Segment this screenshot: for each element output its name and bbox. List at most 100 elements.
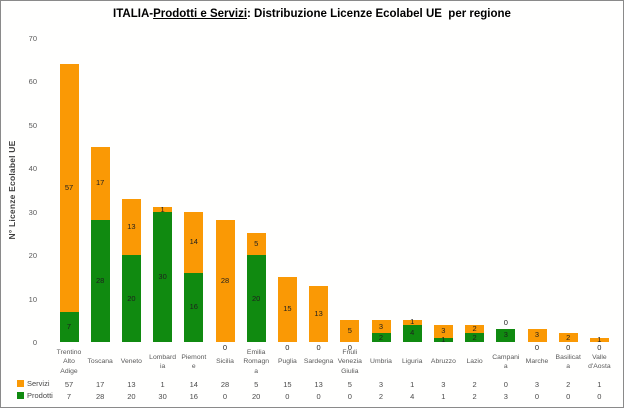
table-cell-prodotti: 3 [503,392,508,401]
bar-segment-servizi [153,207,173,212]
x-tick-label: Sicilia [216,358,234,366]
bar-segment-prodotti [153,211,173,342]
table-cell-prodotti: 4 [410,392,415,401]
legend-label-prodotti: Prodotti [27,391,53,400]
bar-segment-servizi [433,324,453,338]
x-tick-label: Toscana [87,358,113,366]
bar-value-label-servizi: 3 [534,330,540,340]
bar-value-label-prodotti: 0 [316,343,321,352]
table-cell-servizi: 5 [254,380,259,389]
bar-value-label-servizi: 2 [566,332,571,342]
chart-title-suffix: : Distribuzione Licenze Ecolabel UE per … [247,8,511,20]
bar-segment-servizi [90,146,110,221]
bar-segment-servizi [184,211,204,273]
y-tick-label: 70 [28,34,37,43]
bar-segment-prodotti [121,255,141,342]
y-tick-label: 40 [28,164,37,174]
prodotti-swatch-icon [17,392,24,399]
x-tick-label: Veneto [120,358,142,366]
table-cell-servizi: 1 [160,380,165,389]
bar-value-label-prodotti: 0 [597,343,602,352]
x-tick-label: Basilicat a [555,353,581,370]
bar-value-label-servizi: 13 [314,308,323,318]
table-cell-prodotti: 20 [127,392,136,401]
bar-value-label-servizi: 5 [347,326,352,336]
bar-value-label-prodotti: 0 [566,343,571,352]
bar-segment-servizi [402,320,422,325]
x-tick-label: Puglia [277,358,297,366]
bar-segment-servizi [277,276,297,342]
servizi-swatch-icon [17,380,24,387]
x-tick-label: Lombard ia [149,353,176,370]
bar-value-label-prodotti: 28 [96,276,105,286]
table-cell-prodotti: 0 [222,392,228,401]
bar-value-label-servizi: 3 [378,321,384,331]
bar-value-label-prodotti: 20 [127,293,136,303]
bar-value-label-servizi: 1 [597,334,602,344]
table-cell-servizi: 13 [127,380,136,389]
table-cell-prodotti: 2 [378,392,384,401]
table-cell-servizi: 2 [566,380,571,389]
y-tick-label: 20 [28,251,37,261]
bar-value-label-servizi: 14 [189,237,198,247]
x-tick-label: Valle d'Aosta [588,353,611,370]
bar-segment-servizi [340,320,360,342]
bar-value-label-servizi: 57 [64,182,74,192]
x-tick-label: Lazio [466,358,483,366]
bar-segment-servizi [246,233,266,256]
bar-segment-servizi [558,333,578,342]
chart-title: ITALIA-Prodotti e Servizi: Distribuzione… [1,8,623,20]
bar-segment-servizi [215,220,235,342]
bar-value-label-servizi: 5 [254,239,259,249]
table-cell-prodotti: 1 [441,392,446,401]
bar-value-label-servizi: 28 [220,276,230,286]
bar-value-label-prodotti: 2 [472,332,477,342]
bar-value-label-prodotti: 3 [503,330,508,340]
table-cell-servizi: 57 [64,380,74,389]
bar-value-label-prodotti: 2 [378,332,384,342]
y-tick-label: 10 [28,294,37,304]
bar-segment-servizi [59,64,79,312]
bar-segment-servizi [371,320,391,334]
x-tick-label: Emilia Romagn a [243,349,270,375]
bar-segment-prodotti [402,324,422,342]
bar-segment-prodotti [90,220,110,342]
y-tick-label: 30 [28,207,37,217]
bar-value-label-servizi: 0 [503,317,508,327]
table-cell-servizi: 14 [189,380,198,389]
bar-value-label-servizi: 3 [441,326,446,336]
bar-value-label-prodotti: 1 [441,334,446,344]
chart-title-prefix: ITALIA- [113,8,154,20]
table-cell-prodotti: 0 [347,392,352,401]
bar-value-label-servizi: 17 [96,178,105,188]
bar-segment-servizi [527,328,547,342]
x-tick-label: Abruzzo [430,358,456,366]
table-cell-prodotti: 16 [189,392,198,401]
bar-segment-servizi [121,198,141,256]
bar-value-label-prodotti: 0 [222,343,228,352]
bar-segment-prodotti [59,311,79,342]
x-tick-label: Friuli Venezia Giulia [337,349,362,375]
x-tick-label: Piemont e [181,353,207,370]
y-tick-label: 60 [28,77,37,87]
x-tick-label: Liguria [401,358,423,366]
bar-segment-prodotti [496,328,516,342]
table-cell-prodotti: 28 [96,392,105,401]
x-tick-label: Campani a [492,353,520,370]
table-cell-prodotti: 0 [316,392,321,401]
table-cell-servizi: 3 [441,380,446,389]
bar-value-label-prodotti: 4 [410,328,415,338]
table-cell-prodotti: 0 [566,392,571,401]
table-cell-prodotti: 0 [597,392,602,401]
bar-segment-servizi [465,324,485,334]
bar-segment-servizi [309,285,329,342]
table-cell-servizi: 0 [503,380,508,389]
table-cell-prodotti: 7 [66,392,72,401]
x-tick-label: Umbria [370,358,392,366]
bar-value-label-prodotti: 0 [347,343,352,352]
y-tick-label: 0 [32,338,37,347]
y-axis-title: N° Licenze Ecolabel UE [7,140,17,240]
bar-value-label-servizi: 1 [410,317,415,327]
x-tick-label: Sardegna [303,358,334,366]
bar-segment-prodotti [465,333,485,342]
